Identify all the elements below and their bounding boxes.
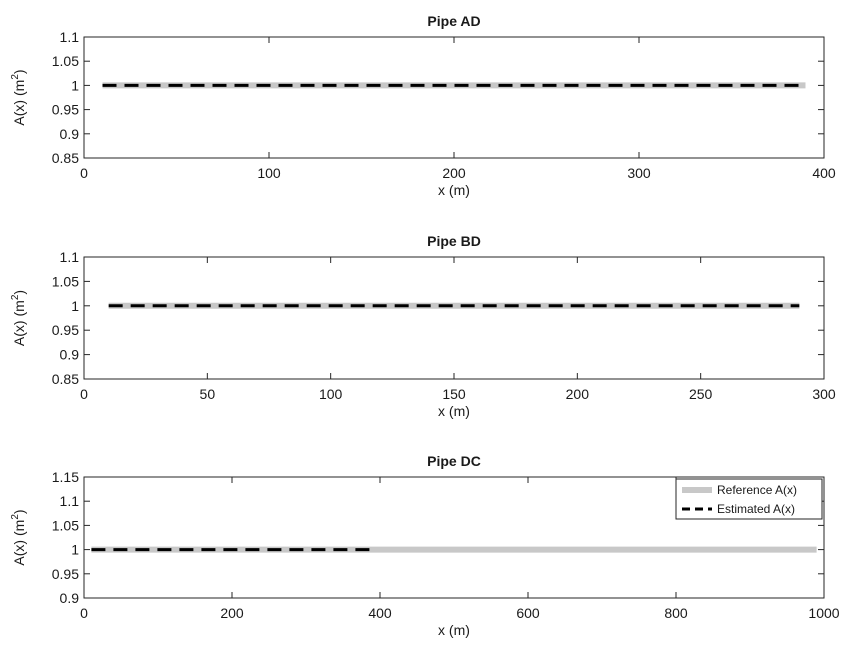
legend-box bbox=[675, 478, 823, 520]
x-tick-label: 100 bbox=[257, 165, 281, 181]
x-tick-label: 150 bbox=[442, 386, 466, 402]
y-tick-label: 0.9 bbox=[60, 590, 80, 606]
y-tick-label: 1.1 bbox=[60, 29, 80, 45]
x-tick-label: 300 bbox=[812, 386, 836, 402]
chart-title: Pipe DC bbox=[427, 453, 481, 469]
x-tick-label: 200 bbox=[220, 605, 244, 621]
x-tick-label: 400 bbox=[812, 165, 836, 181]
y-tick-label: 1.1 bbox=[60, 249, 80, 265]
y-axis-label: A(x) (m2) bbox=[10, 509, 27, 565]
x-axis-label: x (m) bbox=[438, 403, 470, 419]
chart-title: Pipe BD bbox=[427, 233, 481, 249]
y-tick-label: 1.05 bbox=[52, 53, 79, 69]
x-tick-label: 0 bbox=[80, 165, 88, 181]
legend-label: Estimated A(x) bbox=[717, 502, 795, 516]
y-tick-label: 0.9 bbox=[60, 347, 80, 363]
plot-area bbox=[83, 256, 825, 380]
x-tick-label: 300 bbox=[627, 165, 651, 181]
plot-area bbox=[83, 36, 825, 159]
x-tick-label: 50 bbox=[200, 386, 216, 402]
x-tick-label: 250 bbox=[689, 386, 713, 402]
y-tick-label: 1.05 bbox=[52, 273, 79, 289]
x-tick-label: 400 bbox=[368, 605, 392, 621]
y-axis-label: A(x) (m2) bbox=[10, 290, 27, 346]
x-tick-label: 200 bbox=[442, 165, 466, 181]
chart-panel-3: Pipe DC 0 200 400 600 800 1000 0.9 0.95 1 1.05 1.1 1… bbox=[10, 453, 840, 638]
y-tick-label: 0.85 bbox=[52, 371, 79, 387]
y-tick-label: 1 bbox=[71, 298, 79, 314]
x-axis-label: x (m) bbox=[438, 622, 470, 638]
y-tick-label: 1 bbox=[71, 542, 79, 558]
y-tick-label: 0.95 bbox=[52, 322, 79, 338]
x-axis-label: x (m) bbox=[438, 182, 470, 198]
y-tick-label: 0.85 bbox=[52, 150, 79, 166]
chart-title: Pipe AD bbox=[427, 13, 480, 29]
legend-label: Reference A(x) bbox=[717, 483, 797, 497]
chart-panel-2: Pipe BD 0 50 100 150 200 250 300 0.85 0.9 0.95 1 1.0… bbox=[10, 233, 836, 419]
y-tick-label: 0.9 bbox=[60, 126, 80, 142]
y-tick-label: 1.1 bbox=[60, 493, 80, 509]
y-tick-label: 1.05 bbox=[52, 517, 79, 533]
x-tick-label: 0 bbox=[80, 386, 88, 402]
x-tick-label: 1000 bbox=[808, 605, 839, 621]
y-tick-label: 0.95 bbox=[52, 566, 79, 582]
y-axis-label: A(x) (m2) bbox=[10, 69, 27, 125]
x-tick-label: 100 bbox=[319, 386, 343, 402]
x-tick-label: 200 bbox=[566, 386, 590, 402]
y-tick-label: 1 bbox=[71, 77, 79, 93]
x-tick-label: 800 bbox=[664, 605, 688, 621]
x-tick-label: 600 bbox=[516, 605, 540, 621]
legend: Reference A(x) Estimated A(x) bbox=[675, 478, 823, 520]
y-tick-label: 1.15 bbox=[52, 469, 79, 485]
chart-panel-1: Pipe AD 0 100 200 300 400 0.85 0.9 0.95 1 1.05 1.1 x… bbox=[10, 13, 836, 198]
y-tick-label: 0.95 bbox=[52, 102, 79, 118]
x-tick-label: 0 bbox=[80, 605, 88, 621]
